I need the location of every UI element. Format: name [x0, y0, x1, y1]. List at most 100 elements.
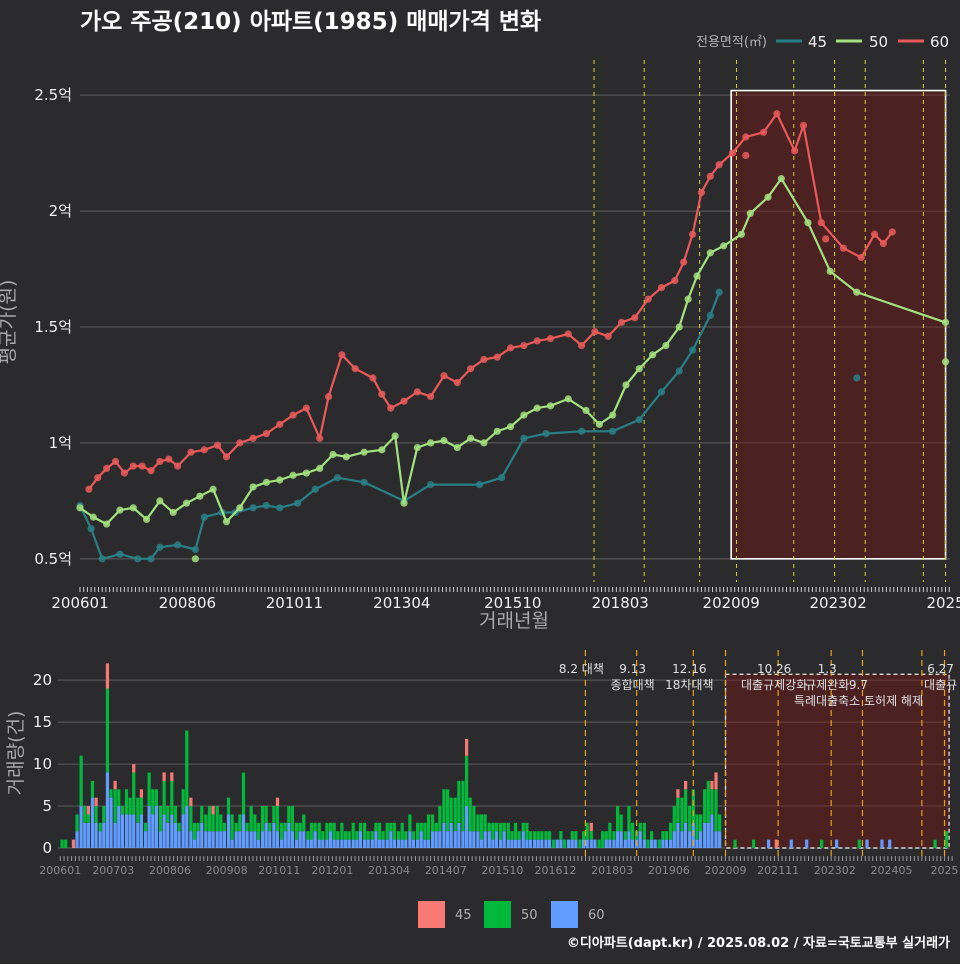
- volume-bar-45: [714, 772, 718, 790]
- price-y-tick-label: 1.5억: [34, 318, 72, 336]
- volume-bar-50: [340, 822, 344, 840]
- volume-bar-50: [684, 789, 688, 823]
- point-45: [333, 474, 342, 482]
- volume-bar-60: [355, 839, 359, 848]
- volume-x-tick-label: 201407: [425, 864, 467, 877]
- point-45: [191, 545, 200, 554]
- volume-bar-60: [245, 831, 249, 848]
- price-policy-lines: [593, 60, 947, 582]
- policy-annotation: 12.16: [672, 662, 706, 676]
- volume-bar-50: [578, 839, 582, 848]
- volume-x-tick-label: 202009: [705, 864, 747, 877]
- volume-x-tick-label: 202405: [871, 864, 913, 877]
- volume-bar-50: [544, 831, 548, 840]
- volume-x-tick-label: 200806: [149, 864, 191, 877]
- volume-bar-45: [139, 789, 144, 798]
- volume-bar-50: [411, 831, 416, 840]
- volume-bar-60: [294, 839, 299, 848]
- volume-bar-60: [109, 797, 113, 848]
- point-45: [520, 434, 528, 442]
- volume-bar-45: [94, 797, 98, 807]
- volume-bar-60: [154, 806, 159, 848]
- volume-bar-45: [589, 822, 593, 832]
- volume-bar-60: [120, 814, 125, 848]
- point-60: [103, 464, 111, 473]
- point-50: [276, 476, 284, 484]
- point-60: [316, 434, 324, 442]
- volume-bar-60: [268, 831, 272, 848]
- volume-x-ticks: 200601 200703 200806 200908 201011 201201 2013…: [39, 856, 959, 877]
- point-50: [649, 351, 657, 359]
- volume-bar-50: [94, 806, 98, 823]
- volume-bar-50: [506, 822, 510, 840]
- point-50: [129, 504, 137, 512]
- volume-bar-60: [630, 839, 635, 848]
- point-50: [316, 464, 324, 473]
- volume-bar-50: [498, 822, 503, 840]
- volume-bar-50: [313, 822, 317, 832]
- volume-bar-45: [189, 797, 193, 807]
- point-45: [156, 543, 164, 551]
- legend-title: 전용면적(㎡): [696, 35, 767, 50]
- volume-bar-50: [400, 822, 404, 840]
- point-60: [680, 258, 688, 266]
- point-45: [657, 388, 666, 396]
- volume-bar-45: [113, 780, 117, 790]
- point-50: [342, 453, 350, 461]
- volume-bar-50: [377, 822, 382, 840]
- volume-bar-60: [306, 839, 310, 848]
- volume-bar-60: [567, 839, 571, 848]
- volume-bar-60: [94, 822, 98, 848]
- policy-annotation: 6.27: [927, 662, 954, 676]
- point-60: [302, 404, 310, 412]
- point-45: [276, 504, 284, 512]
- volume-bar-50: [264, 806, 268, 823]
- volume-bar-60: [642, 839, 646, 848]
- point-50: [329, 450, 337, 459]
- volume-bar-60: [309, 839, 314, 848]
- point-50: [609, 411, 617, 419]
- point-60: [773, 110, 781, 118]
- volume-bar-50: [672, 806, 676, 832]
- volume-bar-50: [657, 839, 661, 848]
- volume-bar-50: [479, 814, 484, 840]
- point-45: [200, 513, 208, 521]
- price-y-axis-title: 평균가(원): [0, 280, 19, 365]
- volume-bar-60: [241, 814, 246, 848]
- volume-bar-50: [147, 772, 151, 807]
- legend-label-50: 50: [869, 33, 888, 51]
- volume-bar-60: [581, 839, 586, 848]
- volume-x-tick-label: 201011: [258, 864, 300, 877]
- point-50: [142, 515, 151, 524]
- point-50: [720, 242, 728, 250]
- point-45: [706, 311, 714, 320]
- volume-bar-60: [177, 831, 181, 848]
- volume-bar-50: [710, 789, 714, 815]
- price-x-tick-label: 201803: [592, 594, 649, 612]
- volume-bar-50: [574, 831, 578, 840]
- price-x-tick-label: 200601: [51, 594, 108, 612]
- point-50: [737, 230, 745, 238]
- point-50: [595, 420, 603, 428]
- volume-bar-50: [513, 822, 518, 840]
- volume-bar-50: [192, 822, 197, 840]
- point-60: [742, 133, 750, 141]
- volume-bar-60: [389, 831, 393, 848]
- volume-bar-60: [332, 839, 336, 848]
- volume-bar-60: [419, 831, 423, 848]
- volume-bar-60: [698, 831, 703, 848]
- volume-bar-60: [374, 831, 378, 848]
- volume-bar-60: [132, 814, 136, 848]
- point-60: [533, 337, 541, 345]
- volume-bar-60: [445, 831, 450, 848]
- volume-bar-60: [487, 831, 491, 848]
- policy-annotation: 18차대책: [665, 677, 713, 692]
- volume-bar-50: [419, 822, 423, 832]
- point-60: [715, 161, 723, 169]
- point-50: [209, 485, 217, 493]
- point-60: [506, 344, 515, 352]
- volume-bar-50: [521, 822, 525, 832]
- point-45: [542, 430, 550, 438]
- policy-annotation: 특례대출축소 토허제 해제: [794, 694, 923, 708]
- point-50: [378, 446, 386, 454]
